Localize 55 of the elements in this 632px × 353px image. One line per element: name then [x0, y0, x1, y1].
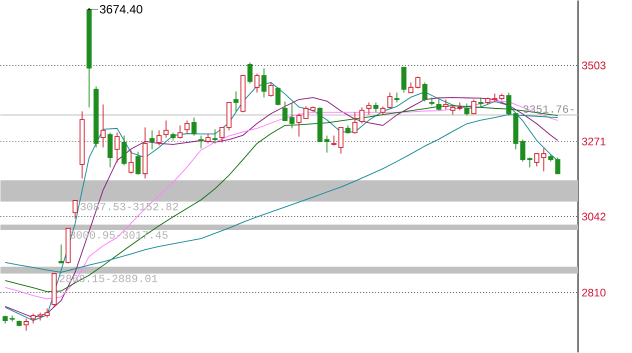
- candlestick: [478, 97, 484, 108]
- candlestick: [198, 135, 204, 149]
- candlestick: [30, 313, 36, 324]
- candlestick: [296, 113, 302, 138]
- y-tick-label: 3503: [582, 62, 606, 70]
- annotation: 3674.40: [100, 5, 142, 14]
- candlestick: [394, 92, 400, 103]
- candlestick: [366, 102, 372, 116]
- candlestick: [331, 135, 336, 146]
- candlestick: [359, 107, 364, 124]
- candlestick: [450, 105, 456, 116]
- candlestick: [24, 318, 29, 332]
- candlestick: [247, 62, 253, 84]
- candlestick: [352, 112, 358, 134]
- candlestick: [338, 127, 344, 154]
- candlestick: [436, 99, 442, 111]
- candlestick: [464, 103, 470, 116]
- candlestick: [212, 128, 218, 144]
- candlestick: [268, 82, 274, 98]
- candlestick: [114, 132, 120, 164]
- y-tick-label: 3271: [582, 138, 606, 146]
- candlestick: [156, 130, 162, 146]
- candlestick: [387, 92, 392, 109]
- candlestick: [219, 127, 225, 143]
- candlestick: [58, 244, 64, 264]
- candlestick: [233, 90, 239, 112]
- candlestick: [289, 102, 295, 129]
- y-tick-label: 3042: [582, 212, 606, 221]
- candlestick: [184, 120, 190, 134]
- candlestick: [254, 73, 260, 94]
- candlestick: [191, 117, 197, 136]
- candlestick: [401, 67, 406, 94]
- candlestick: [422, 82, 428, 102]
- candlestick: [443, 99, 448, 110]
- candlestick: [261, 68, 267, 98]
- y-tick-label: 2810: [582, 288, 606, 297]
- candlestick: [205, 133, 211, 144]
- candlestick: [178, 125, 183, 140]
- candlestick: [44, 308, 50, 318]
- candlestick: [282, 101, 288, 122]
- candlestick: [471, 99, 476, 114]
- candlestick: [303, 106, 308, 120]
- candlestick: [373, 102, 378, 113]
- candlestick: [164, 120, 169, 138]
- candlestick: [136, 151, 141, 176]
- candlestick: [72, 200, 78, 220]
- candlestick: [415, 76, 420, 89]
- candlestick: [324, 135, 330, 154]
- candlestick: [275, 87, 281, 106]
- candlestick: [122, 135, 127, 166]
- candlestick: [100, 104, 106, 148]
- candlestick: [150, 130, 155, 150]
- candlestick: [128, 150, 134, 174]
- candlestick: [408, 82, 414, 94]
- candlestick: [108, 132, 113, 168]
